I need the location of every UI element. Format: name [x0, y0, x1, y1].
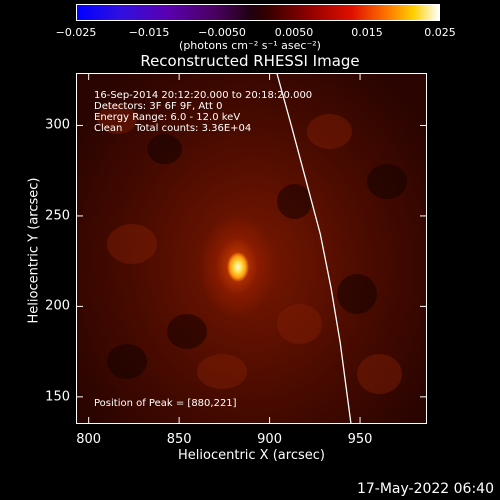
- colorbar-tick-label: −0.0050: [198, 26, 246, 39]
- y-tick-label: 200: [45, 298, 70, 314]
- colorbar-tick-label: 0.015: [351, 26, 383, 39]
- annotation-clean-counts: Clean Total counts: 3.36E+04: [94, 123, 252, 134]
- colorbar-tick-label: −0.025: [55, 26, 97, 39]
- colorbar-tick-label: 0.0050: [274, 26, 314, 39]
- colorbar-tick-label: −0.015: [128, 26, 170, 39]
- y-tick-label: 150: [45, 389, 70, 405]
- colorbar-units-label: (photons cm⁻² s⁻¹ asec⁻²): [179, 39, 321, 52]
- x-axis-label: Heliocentric X (arcsec): [178, 448, 325, 463]
- x-tick-label: 950: [347, 432, 373, 447]
- date-stamp: 17-May-2022 06:40: [356, 481, 494, 497]
- y-tick-label: 250: [45, 208, 70, 224]
- annotation-detectors: Detectors: 3F 6F 9F, Att 0: [94, 101, 223, 112]
- x-tick-label: 900: [257, 432, 282, 447]
- y-axis-label: Heliocentric Y (arcsec): [26, 177, 42, 324]
- x-tick-label: 800: [76, 432, 102, 447]
- chart-title: Reconstructed RHESSI Image: [140, 52, 360, 70]
- colorbar-tick-label: 0.025: [424, 26, 456, 39]
- peak-position-label: Position of Peak = [880,221]: [94, 398, 237, 409]
- y-tick-label: 300: [45, 117, 70, 133]
- heatmap-image: 16-Sep-2014 20:12:20.000 to 20:18:20.000…: [76, 73, 427, 424]
- solar-limb-line: [276, 72, 352, 425]
- x-tick-label: 850: [166, 432, 192, 447]
- annotation-time-range: 16-Sep-2014 20:12:20.000 to 20:18:20.000: [94, 90, 313, 101]
- annotation-energy-range: Energy Range: 6.0 - 12.0 keV: [94, 112, 241, 123]
- colorbar: [76, 4, 440, 21]
